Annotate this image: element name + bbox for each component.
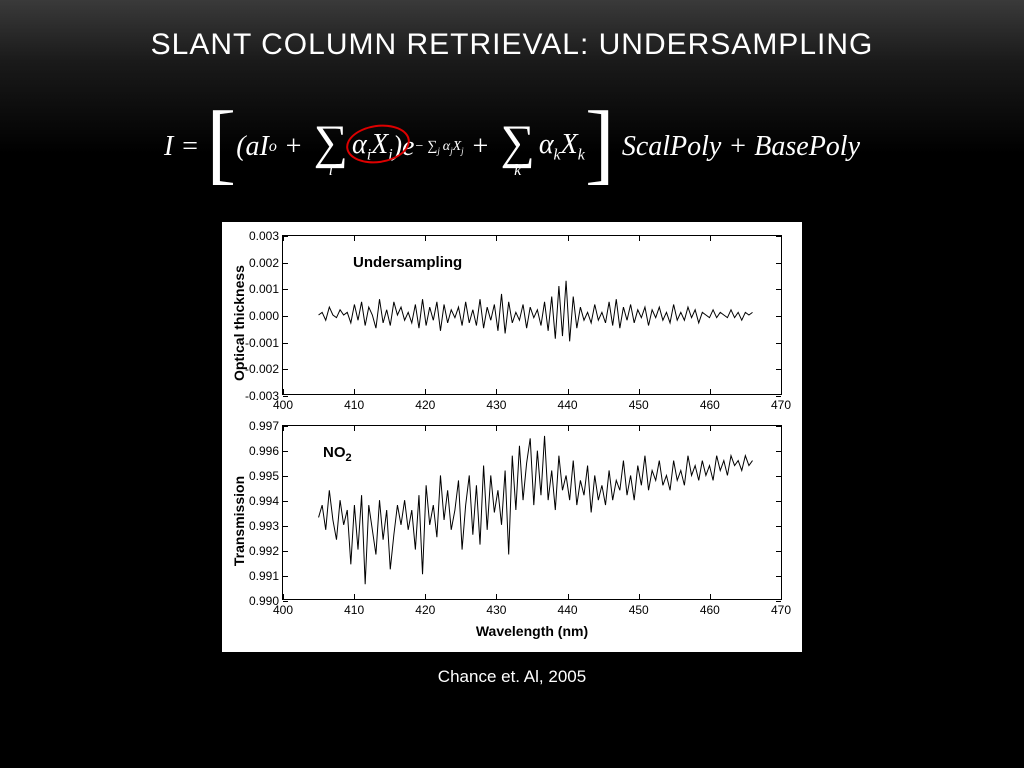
right-bracket: ] (585, 92, 615, 195)
chart-container: Optical thickness Undersampling -0.003-0… (222, 222, 802, 652)
ytick-label: 0.996 (249, 444, 283, 458)
eq-exp: − ∑j αjXj (414, 139, 463, 156)
xtick-label: 410 (344, 603, 364, 617)
xtick-label: 470 (771, 398, 791, 412)
ytick-label: 0.992 (249, 544, 283, 558)
main-equation: I = [ ( aIo + ∑ i αiXi ) e− ∑j αjXj + ∑ … (0, 97, 1024, 197)
ytick-label: 0.001 (249, 282, 283, 296)
panel2-trace (283, 426, 781, 599)
left-bracket: [ (206, 92, 236, 195)
ytick-label: 0.993 (249, 519, 283, 533)
xtick-label: 460 (700, 603, 720, 617)
highlighted-term: αiXi (352, 129, 393, 165)
xtick-label: 440 (558, 603, 578, 617)
eq-aI-sub: o (269, 138, 277, 156)
ytick-label: 0.994 (249, 494, 283, 508)
xtick-label: 430 (486, 603, 506, 617)
panel2-ylabel: Transmission (231, 475, 247, 565)
xtick-label: 450 (629, 603, 649, 617)
eq-plus2: + (464, 131, 497, 163)
sigma-k: ∑ k (501, 115, 535, 180)
eq-paren-open: ( (236, 131, 245, 163)
xtick-label: 460 (700, 398, 720, 412)
xtick-label: 470 (771, 603, 791, 617)
eq-aI: aI (246, 131, 269, 163)
eq-term2: αkXk (539, 129, 585, 165)
eq-equals: = (173, 131, 206, 163)
xtick-label: 410 (344, 398, 364, 412)
slide-title: SLANT COLUMN RETRIEVAL: UNDERSAMPLING (0, 0, 1024, 62)
xtick-label: 440 (558, 398, 578, 412)
eq-scalpoly: ScalPoly + BasePoly (615, 131, 860, 163)
eq-lhs: I (164, 131, 173, 163)
ytick-label: 0.000 (249, 309, 283, 323)
panel1-trace (283, 236, 781, 394)
xtick-label: 400 (273, 603, 293, 617)
ytick-label: 0.991 (249, 569, 283, 583)
eq-plus1: + (277, 131, 310, 163)
xtick-label: 450 (629, 398, 649, 412)
undersampling-panel: Optical thickness Undersampling -0.003-0… (282, 235, 782, 395)
ytick-label: 0.003 (249, 229, 283, 243)
no2-panel: Transmission NO2 Wavelength (nm) 0.9900.… (282, 425, 782, 600)
citation: Chance et. Al, 2005 (0, 667, 1024, 687)
ytick-label: 0.997 (249, 419, 283, 433)
ytick-label: 0.002 (249, 256, 283, 270)
xtick-label: 400 (273, 398, 293, 412)
sigma-i: ∑ i (314, 115, 348, 180)
ytick-label: -0.001 (245, 336, 283, 350)
xlabel: Wavelength (nm) (476, 623, 588, 639)
ytick-label: -0.002 (245, 362, 283, 376)
xtick-label: 430 (486, 398, 506, 412)
xtick-label: 420 (415, 603, 435, 617)
xtick-label: 420 (415, 398, 435, 412)
ytick-label: 0.995 (249, 469, 283, 483)
